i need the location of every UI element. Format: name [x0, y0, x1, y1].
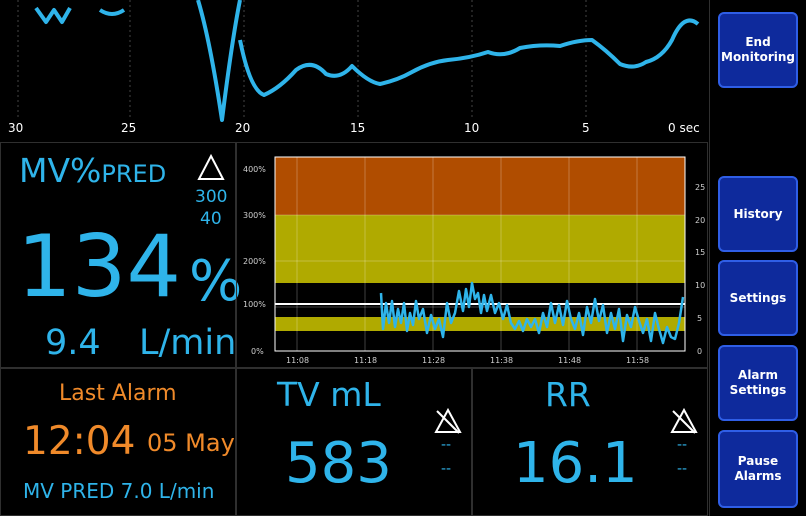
tv-value: 583 — [285, 431, 392, 496]
button-column-divider — [709, 0, 710, 516]
tv-alarm-high: -- — [441, 437, 452, 453]
trend-high-band — [275, 157, 685, 215]
tv-alarm-low: -- — [441, 461, 452, 477]
trend-x-1128: 11:28 — [422, 356, 445, 365]
waveform-graph — [17, 0, 700, 122]
waveform-tick-0: 0 sec — [668, 121, 700, 135]
mv-title-main: MV% — [19, 151, 102, 190]
trend-y-left-300: 300% — [243, 211, 266, 220]
settings-button[interactable]: Settings — [718, 260, 798, 336]
waveform-tick-5: 5 — [582, 121, 590, 135]
rr-alarm-off-icon[interactable] — [669, 407, 699, 435]
trend-y-right-25: 25 — [695, 183, 705, 192]
tv-title: TV mL — [277, 375, 381, 414]
trend-line — [379, 281, 685, 345]
history-button[interactable]: History — [718, 176, 798, 252]
trend-y-right-10: 10 — [695, 281, 705, 290]
trend-chart-panel: 400% 300% 200% 100% 0% 25 20 15 10 5 0 1… — [236, 142, 708, 368]
waveform-line — [34, 0, 700, 122]
trend-y-left-0: 0% — [251, 347, 264, 356]
waveform-tick-15: 15 — [350, 121, 366, 135]
trend-y-right-5: 5 — [697, 314, 702, 323]
trend-chart: 400% 300% 200% 100% 0% 25 20 15 10 5 0 1… — [243, 156, 705, 365]
tv-panel: TV mL -- -- 583 — [236, 368, 472, 516]
trend-warn-band-low — [275, 317, 685, 331]
rr-panel: RR -- -- 16.1 — [472, 368, 708, 516]
trend-y-right-0: 0 — [697, 347, 702, 356]
trend-y-left-200: 200% — [243, 257, 266, 266]
alarm-bell-icon[interactable] — [196, 153, 226, 183]
pause-alarms-button[interactable]: Pause Alarms — [718, 430, 798, 508]
trend-x-1138: 11:38 — [490, 356, 513, 365]
alarm-settings-button[interactable]: Alarm Settings — [718, 345, 798, 421]
last-alarm-time: 12:04 — [23, 419, 136, 464]
last-alarm-title: Last Alarm — [59, 381, 177, 406]
trend-warn-band — [275, 215, 685, 283]
waveform-panel: 30 25 20 15 10 5 0 sec — [0, 0, 708, 140]
rr-title: RR — [545, 375, 591, 414]
end-monitoring-button[interactable]: End Monitoring — [718, 12, 798, 88]
mv-alarm-high: 300 — [195, 187, 228, 207]
last-alarm-panel: Last Alarm 12:04 05 May MV PRED 7.0 L/mi… — [0, 368, 236, 516]
mv-unit: % — [189, 249, 243, 314]
last-alarm-detail: MV PRED 7.0 L/min — [23, 479, 215, 503]
trend-x-1118: 11:18 — [354, 356, 377, 365]
trend-x-1158: 11:58 — [626, 356, 649, 365]
trend-chart-frame — [274, 156, 686, 352]
mv-panel: MV%PRED 300 40 134 % 9.4 L/min — [0, 142, 242, 368]
mv-flow-unit: L/min — [139, 323, 237, 363]
mv-title-sub: PRED — [101, 160, 167, 188]
waveform-tick-25: 25 — [121, 121, 137, 135]
rr-alarm-low: -- — [677, 461, 688, 477]
waveform-tick-10: 10 — [464, 121, 480, 135]
trend-y-right-20: 20 — [695, 216, 705, 225]
rr-alarm-high: -- — [677, 437, 688, 453]
waveform-tick-30: 30 — [8, 121, 24, 135]
trend-y-left-100: 100% — [243, 300, 266, 309]
tv-alarm-off-icon[interactable] — [433, 407, 463, 435]
trend-x-1148: 11:48 — [558, 356, 581, 365]
mv-title: MV%PRED — [19, 151, 166, 190]
trend-y-left-400: 400% — [243, 165, 266, 174]
rr-value: 16.1 — [513, 431, 638, 496]
waveform-tick-20: 20 — [235, 121, 251, 135]
last-alarm-date: 05 May — [147, 429, 235, 457]
trend-y-right-15: 15 — [695, 248, 705, 257]
mv-value: 134 — [17, 217, 182, 317]
mv-alarm-low: 40 — [200, 209, 222, 229]
mv-flow-value: 9.4 — [45, 323, 101, 363]
trend-x-1108: 11:08 — [286, 356, 309, 365]
